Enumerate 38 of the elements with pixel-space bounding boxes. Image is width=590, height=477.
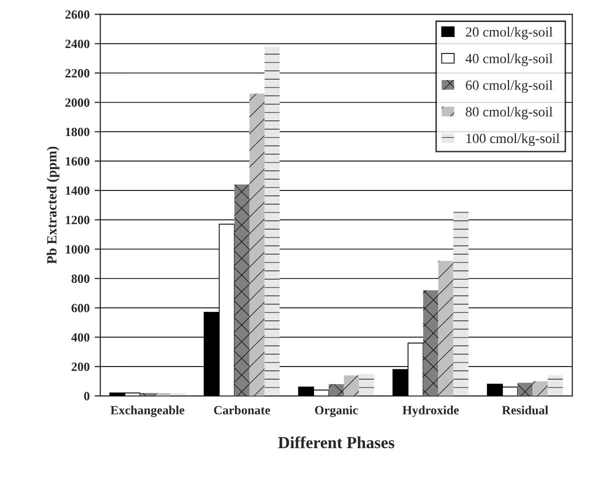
y-tick-label: 1400 (66, 186, 90, 195)
y-axis-title: Pb Extracted (ppm) (46, 146, 60, 264)
y-tick-label: 1000 (66, 245, 90, 254)
y-tick-label: 400 (71, 333, 90, 342)
x-tick-label: Residual (502, 406, 548, 414)
x-axis-title: Different Phases (278, 436, 394, 448)
y-tick-label: 0 (84, 392, 90, 400)
bar (438, 260, 454, 396)
y-tick-label: 1800 (66, 128, 90, 136)
y-tick-label: 800 (72, 274, 90, 283)
y-tick-label: 600 (72, 304, 90, 312)
bar (532, 381, 548, 396)
legend-label: 60 cmol/kg-soil (466, 80, 553, 93)
y-tick-label: 1200 (66, 216, 90, 224)
y-tick-label: 2200 (65, 69, 90, 78)
bar (234, 184, 250, 396)
y-tick-label: 200 (72, 362, 90, 372)
bar (249, 94, 265, 396)
bar (453, 210, 468, 396)
bar (328, 384, 344, 396)
y-tick-label: 2400 (65, 40, 90, 48)
y-tick-label: 1600 (66, 157, 90, 166)
bar (264, 46, 280, 396)
legend-label: 40 cmol/kg-soil (466, 54, 553, 66)
x-tick-label: Organic (315, 406, 358, 418)
x-tick-label: Exchangeable (110, 406, 184, 418)
y-tick-label: 2600 (65, 10, 90, 19)
x-tick-label: Hydroxide (402, 406, 459, 418)
bar (423, 290, 438, 396)
legend-label: 80 cmol/kg-soil (466, 106, 553, 120)
legend-label: 20 cmol/kg-soil (466, 26, 553, 40)
y-tick-label: 2000 (65, 98, 90, 107)
legend-label: 100 cmol/kg-soil (466, 133, 560, 146)
bar (548, 375, 563, 396)
bar (518, 382, 533, 396)
x-tick-label: Carbonate (214, 406, 270, 414)
bar (358, 374, 374, 396)
bar (344, 375, 359, 396)
